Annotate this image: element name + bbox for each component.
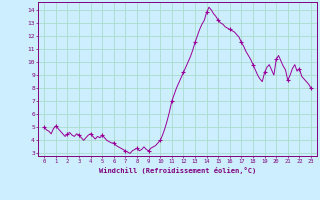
X-axis label: Windchill (Refroidissement éolien,°C): Windchill (Refroidissement éolien,°C) bbox=[99, 167, 256, 174]
